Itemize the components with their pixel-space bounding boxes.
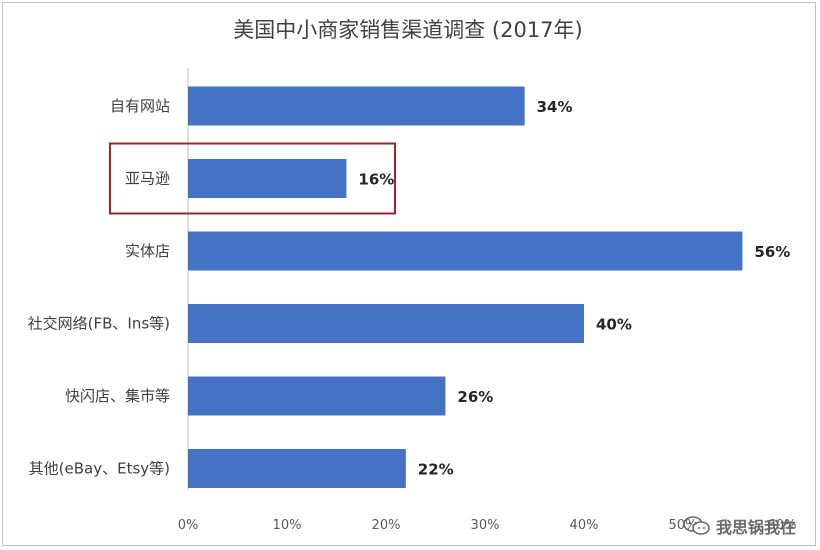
category-label: 自有网站 — [110, 97, 170, 115]
category-label: 其他(eBay、Etsy等) — [29, 460, 170, 478]
bar — [188, 159, 347, 198]
watermark-text: 我思锅我在 — [715, 518, 796, 537]
x-tick-label: 40% — [570, 518, 599, 533]
bar — [188, 376, 446, 416]
bar — [188, 231, 743, 271]
data-label: 16% — [358, 171, 394, 189]
watermark: 我思锅我在 — [682, 514, 796, 538]
bar — [188, 449, 406, 488]
x-tick-label: 30% — [471, 518, 500, 533]
wechat-icon — [683, 516, 710, 535]
highlight-box — [109, 142, 396, 215]
x-tick-label: 20% — [372, 518, 401, 533]
data-label: 22% — [418, 461, 454, 479]
category-label: 快闪店、集市等 — [65, 387, 170, 405]
category-label: 亚马逊 — [125, 170, 170, 188]
x-tick-label: 10% — [273, 518, 302, 533]
category-label: 实体店 — [125, 242, 170, 260]
category-label: 社交网络(FB、Ins等) — [28, 315, 170, 333]
data-label: 34% — [537, 98, 573, 116]
x-tick-label: 50% — [669, 518, 698, 533]
bar — [188, 86, 525, 126]
data-label: 40% — [596, 316, 632, 334]
x-tick-label: 0% — [178, 518, 199, 533]
bar — [188, 304, 584, 343]
x-tick-label: 60% — [768, 518, 797, 533]
chart-title: 美国中小商家销售渠道调查 (2017年) — [233, 18, 583, 42]
data-label: 56% — [754, 243, 790, 261]
data-label: 26% — [457, 388, 493, 406]
